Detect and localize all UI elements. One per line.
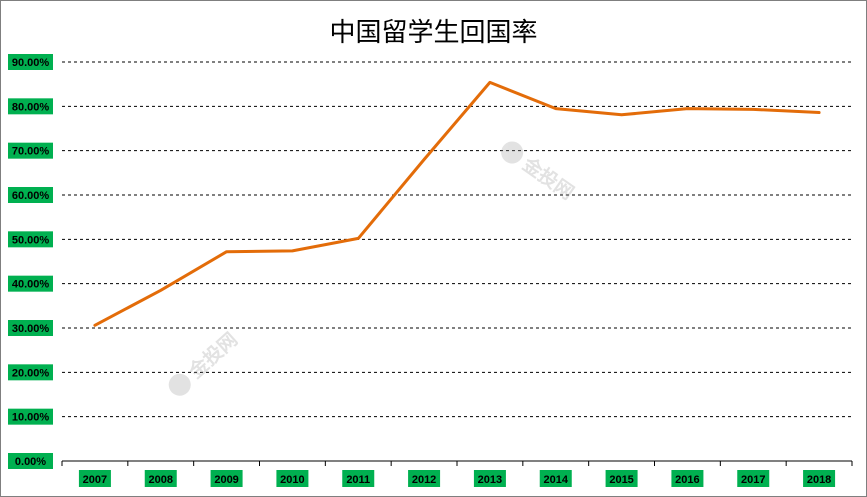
x-tick-label-bg xyxy=(671,470,704,487)
y-tick-label-bg xyxy=(8,231,53,248)
y-tick-label: 80.00% xyxy=(12,101,50,113)
x-tick-label: 2008 xyxy=(149,474,173,486)
y-tick-label-bg xyxy=(8,54,53,70)
y-tick-label: 40.00% xyxy=(12,279,50,291)
x-axis: 2007 2008 2009 2010 2011 2012 2013 2014 2015 2016… xyxy=(61,460,853,487)
chart-title: 中国留学生回国率 xyxy=(329,18,538,48)
y-axis: 0.00% 10.00% 20.00% 30.00% 40.00% 50.00% 60.00… xyxy=(8,54,53,469)
y-tick-label-bg xyxy=(8,408,53,425)
watermark: 金投网 xyxy=(168,328,243,396)
x-tick-label: 2010 xyxy=(280,474,304,486)
y-tick-label: 70.00% xyxy=(12,146,50,158)
series-line xyxy=(93,80,821,327)
x-tick-label: 2015 xyxy=(609,474,633,486)
x-tick-label: 2012 xyxy=(412,474,436,486)
x-tick-label-bg xyxy=(342,470,375,487)
x-tick-label: 2018 xyxy=(807,474,831,486)
x-tick-label: 2017 xyxy=(741,474,765,486)
x-tick-label: 2011 xyxy=(346,474,370,486)
y-tick-label: 20.00% xyxy=(12,367,50,379)
y-tick-label: 10.00% xyxy=(12,412,50,424)
gridlines xyxy=(62,61,852,418)
x-tick-label-bg xyxy=(803,470,836,487)
x-tick-label-bg xyxy=(78,470,111,487)
x-tick-label: 2013 xyxy=(478,474,502,486)
y-tick-label: 60.00% xyxy=(12,190,50,202)
y-tick-label: 50.00% xyxy=(12,234,50,246)
watermark-text: 金投网 xyxy=(184,328,243,384)
watermark-logo-icon xyxy=(168,373,191,396)
y-tick-label: 30.00% xyxy=(12,323,50,335)
x-tick-label-bg xyxy=(605,470,638,487)
x-tick-label-bg xyxy=(737,470,770,487)
y-tick-label: 0.00% xyxy=(15,456,46,468)
watermark-logo-icon xyxy=(501,141,524,164)
watermark: 金投网 xyxy=(501,141,579,204)
y-tick-label-bg xyxy=(8,320,53,336)
x-tick-label-bg xyxy=(144,470,177,487)
x-tick-label-bg xyxy=(473,470,506,487)
y-tick-label-bg xyxy=(8,142,53,159)
x-tick-label: 2014 xyxy=(544,474,569,486)
y-tick-label-bg xyxy=(8,187,53,203)
x-tick-label-bg xyxy=(539,470,572,487)
x-tick-label-bg xyxy=(276,470,309,487)
x-tick-label: 2007 xyxy=(83,474,107,486)
y-tick-label-bg xyxy=(8,364,53,381)
x-tick-label: 2009 xyxy=(214,474,238,486)
x-tick-label-bg xyxy=(210,470,243,487)
watermark-text: 金投网 xyxy=(518,152,579,204)
y-tick-label-bg xyxy=(8,453,53,469)
x-tick-label: 2016 xyxy=(675,474,699,486)
x-tick-label-bg xyxy=(408,470,441,487)
series-layer xyxy=(93,80,821,327)
y-tick-label-bg xyxy=(8,98,53,115)
y-tick-label-bg xyxy=(8,275,53,292)
y-tick-label: 90.00% xyxy=(12,57,50,69)
